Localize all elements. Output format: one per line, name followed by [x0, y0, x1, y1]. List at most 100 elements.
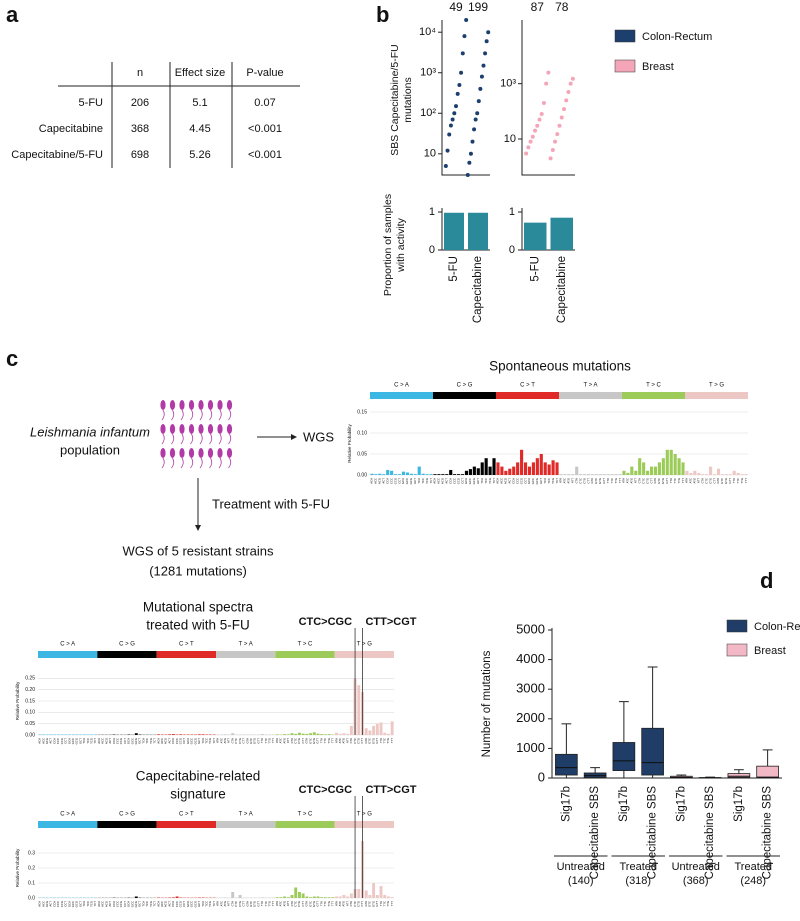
x-tick-label: GTG [371, 901, 375, 907]
parasite-tail [218, 433, 222, 445]
x-tick-label: ACC [374, 478, 378, 484]
point [541, 101, 546, 106]
point [544, 81, 549, 86]
x-tick-label: ATA [216, 738, 220, 743]
x-tick-label: GTT [375, 738, 379, 744]
x-tick-label: GTT [316, 901, 320, 907]
bar [531, 462, 535, 475]
parasite-tail [161, 409, 165, 421]
x-tick-label: TCT [492, 478, 496, 484]
y-tick-label: 10² [420, 107, 436, 119]
x-tick-label: CCC [115, 901, 119, 907]
bar [294, 733, 298, 735]
mutation-type-band [156, 821, 216, 828]
point [561, 107, 566, 112]
resistant-label: (1281 mutations) [149, 563, 247, 578]
bar [386, 896, 390, 898]
x-tick-label: ACA [496, 478, 500, 484]
population: population [60, 442, 120, 457]
point [454, 104, 458, 109]
point [450, 117, 455, 122]
bar [673, 454, 677, 475]
bar [543, 462, 547, 475]
x-tick-label: CTA [637, 478, 641, 484]
x-tick-label: CTC [578, 478, 582, 484]
count-label: 78 [555, 0, 569, 14]
y-tick-label: 0.10 [357, 430, 367, 436]
x-tick-label: ACG [164, 901, 168, 907]
x-tick-label: GCT [138, 901, 142, 907]
table-header: n [137, 67, 143, 79]
x-tick-label: CTT [242, 738, 246, 744]
mutation-type-band [370, 392, 433, 399]
x-tick-label: ACG [45, 901, 49, 907]
x-tick-label: TCC [86, 738, 90, 744]
bar [171, 734, 175, 735]
y-tick-label: 3000 [516, 681, 545, 696]
annotation: CTT>CGT [365, 616, 416, 628]
x-tick-label: TTC [382, 738, 386, 743]
x-tick-label: TTG [327, 901, 331, 907]
mutation-type-label: C > G [119, 642, 135, 648]
mutation-type-band [622, 392, 685, 399]
point [481, 63, 486, 68]
bar [649, 466, 654, 475]
x-tick-label: CCC [175, 901, 179, 907]
legend-swatch [614, 59, 636, 73]
point [462, 34, 467, 39]
mutation-type-label: C > A [60, 812, 75, 818]
y-tick-label: 10⁴ [419, 26, 436, 38]
bar [379, 722, 383, 735]
x-tick-label: GCT [138, 738, 142, 744]
x-tick-label: GTC [594, 478, 598, 484]
x-tick-label: GTA [590, 478, 594, 484]
point [470, 139, 475, 144]
x-tick-label: CCT [64, 901, 68, 907]
x-tick-label: TTT [271, 901, 275, 906]
point [564, 98, 569, 103]
y-tick-label: 0.25 [25, 676, 35, 682]
x-tick-label: CTA [574, 478, 578, 484]
x-tick-label: ATG [693, 478, 697, 484]
x-tick-label: ACT [445, 478, 449, 484]
point [448, 123, 453, 128]
organism: Leishmania infantum [30, 424, 150, 439]
x-tick-label: CTG [238, 901, 242, 907]
chart-title: Spontaneous mutations [489, 359, 631, 374]
legend-label: Breast [754, 645, 786, 657]
parasite-tail [161, 433, 165, 445]
count-label: 87 [531, 0, 545, 14]
bar [527, 466, 532, 475]
bar [579, 474, 583, 475]
x-tick-label: ATT [697, 478, 701, 483]
point [447, 132, 452, 137]
bar [374, 474, 378, 475]
point [550, 148, 555, 153]
parasite-tail [199, 457, 203, 469]
parasite [160, 448, 166, 458]
x-tick-label: TTG [327, 738, 331, 744]
group-n: (140) [568, 875, 594, 887]
y-axis-label: Relative Probability [15, 848, 20, 887]
resistant-label: WGS of 5 resistant strains [123, 543, 274, 558]
x-tick-label: TTC [610, 478, 614, 483]
y-tick-label: 0.1 [28, 880, 35, 886]
x-tick-label: GCC [531, 478, 535, 484]
parasite-tail [218, 409, 222, 421]
legend-label: Colon-Rectum [642, 31, 712, 43]
x-tick-label: GTG [724, 478, 728, 484]
x-tick-label: ATC [219, 738, 223, 743]
x-tick-label: Sig17b [733, 786, 745, 822]
x-tick-label: TTC [264, 738, 268, 743]
x-tick-label: Capecitabine [556, 256, 568, 323]
y-tick-label: 0 [509, 244, 515, 256]
bar [638, 458, 642, 475]
x-tick-label: TCG [149, 738, 153, 744]
bar [524, 222, 547, 250]
bar [594, 474, 598, 475]
point [568, 81, 573, 86]
x-tick-label: CTG [357, 738, 361, 744]
bar [590, 474, 595, 475]
bar [630, 466, 634, 475]
y-tick-label: 2000 [516, 710, 545, 725]
